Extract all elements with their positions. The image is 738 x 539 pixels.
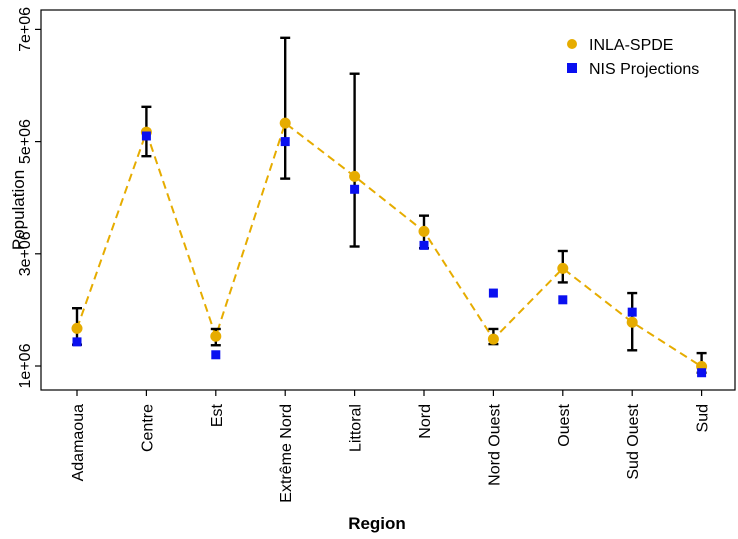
- nis-projection-point-ouest: [558, 295, 568, 305]
- inla-spde-point-littoral: [349, 170, 361, 182]
- x-tick-label-extreme-nord: Extrême Nord: [278, 404, 295, 503]
- inla-spde-point-ouest: [557, 262, 569, 274]
- x-tick-label-adamaoua: Adamaoua: [70, 404, 87, 481]
- error-bar-extreme-nord: [280, 36, 291, 180]
- nis-projection-point-est: [211, 350, 221, 360]
- inla-spde-point-sud-ouest: [626, 316, 638, 328]
- inla-spde-dashed-line: [76, 121, 703, 368]
- x-tick-label-nord-ouest: Nord Ouest: [486, 403, 503, 485]
- plot-frame: [40, 9, 736, 391]
- y-tick-label-0: 1e+06: [17, 343, 34, 388]
- nis-projection-point-sud-ouest: [627, 307, 637, 317]
- nis-projection-point-nord-ouest: [488, 288, 498, 298]
- error-bars: [72, 36, 707, 374]
- inla-spde-point-extreme-nord: [279, 117, 291, 129]
- x-tick-label-centre: Centre: [139, 404, 156, 452]
- nis-projection-points: [72, 131, 707, 378]
- nis-projection-point-sud: [697, 368, 707, 378]
- y-tick-label-1: 3e+06: [17, 231, 34, 276]
- legend-nis-projections-label: NIS Projections: [589, 61, 699, 78]
- legend-inla-spde-label: INLA-SPDE: [589, 37, 673, 54]
- inla-spde-point-nord-ouest: [487, 333, 499, 345]
- y-tick-label-3: 7e+06: [17, 7, 34, 52]
- x-tick-label-sud: Sud: [695, 404, 712, 432]
- nis-projection-point-extreme-nord: [280, 137, 290, 147]
- nis-projection-point-centre: [141, 131, 151, 141]
- inla-spde-point-nord: [418, 225, 430, 237]
- x-tick-label-ouest: Ouest: [556, 403, 573, 446]
- nis-projection-point-nord: [419, 240, 429, 250]
- y-axis: 1e+06 3e+06 5e+06 7e+06: [17, 7, 41, 388]
- inla-spde-points: [71, 117, 708, 373]
- x-tick-label-littoral: Littoral: [348, 404, 365, 452]
- y-tick-label-2: 5e+06: [17, 119, 34, 164]
- x-axis-title: Region: [348, 514, 406, 533]
- x-tick-label-sud-ouest: Sud Ouest: [625, 403, 642, 479]
- y-axis-title: Population: [9, 170, 28, 250]
- x-axis: Adamaoua Centre Est Extrême Nord Littoral Nor…: [70, 390, 712, 503]
- legend-inla-spde-marker: [567, 39, 577, 49]
- legend: INLA-SPDE NIS Projections: [567, 37, 699, 78]
- x-tick-label-est: Est: [209, 403, 226, 427]
- legend-nis-projections-marker: [567, 63, 577, 73]
- inla-spde-point-adamaoua: [71, 322, 83, 334]
- inla-spde-point-est: [210, 330, 222, 342]
- error-bar-littoral: [349, 72, 360, 248]
- nis-projection-point-adamaoua: [72, 337, 82, 347]
- x-tick-label-nord: Nord: [417, 404, 434, 439]
- nis-projection-point-littoral: [350, 184, 360, 194]
